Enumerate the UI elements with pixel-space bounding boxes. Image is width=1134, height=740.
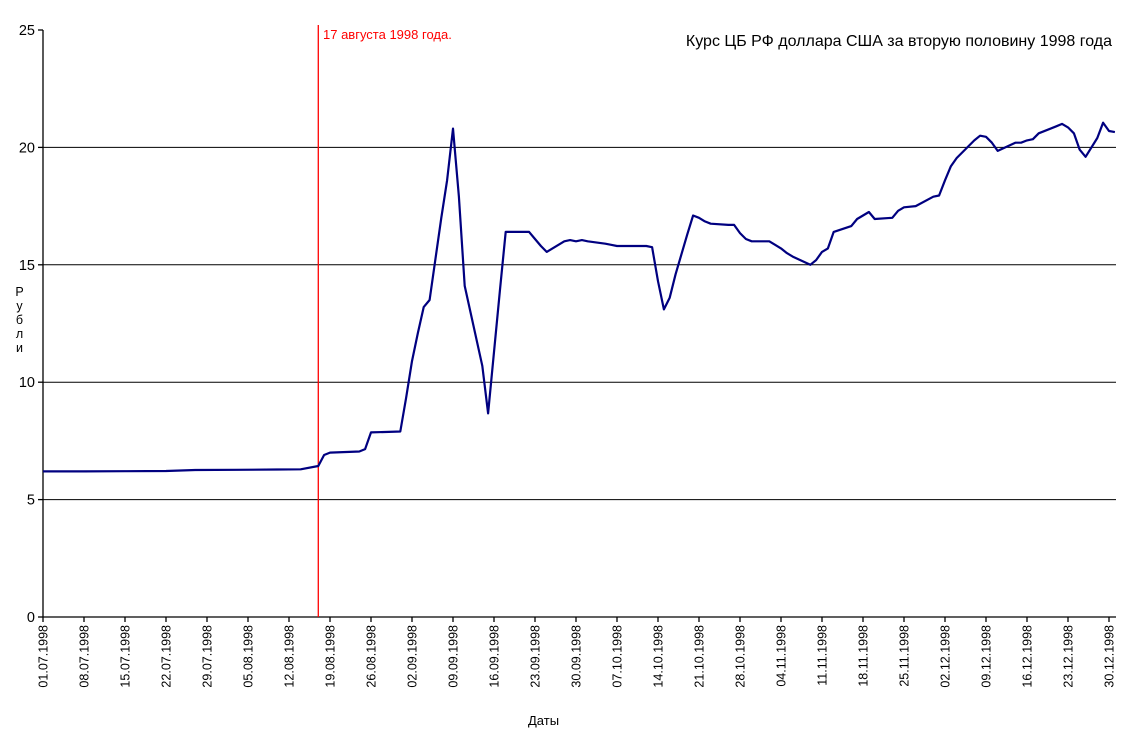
- x-tick-label: 30.12.1998: [1103, 625, 1117, 688]
- x-tick-label: 19.08.1998: [324, 625, 338, 688]
- x-tick-label: 30.09.1998: [570, 625, 584, 688]
- x-tick-label: 01.07.1998: [37, 625, 51, 688]
- y-tick-label: 15: [19, 258, 35, 274]
- chart-title: Курс ЦБ РФ доллара США за вторую половин…: [685, 33, 1112, 50]
- x-axis-title: Даты: [528, 713, 560, 728]
- x-tick-label: 14.10.1998: [652, 625, 666, 688]
- x-tick-label: 07.10.1998: [611, 625, 625, 688]
- x-tick-label: 28.10.1998: [734, 625, 748, 688]
- x-tick-label: 25.11.1998: [898, 625, 912, 687]
- y-tick-label: 0: [27, 610, 35, 626]
- x-tick-label: 12.08.1998: [283, 625, 297, 688]
- x-tick-label: 21.10.1998: [693, 625, 707, 688]
- y-tick-label: 20: [19, 140, 35, 156]
- x-tick-label: 26.08.1998: [365, 625, 379, 688]
- y-tick-label: 5: [27, 493, 35, 509]
- y-axis-title: Рубли: [15, 285, 24, 355]
- x-tick-label: 16.12.1998: [1021, 625, 1035, 688]
- x-tick-label: 02.12.1998: [939, 625, 953, 688]
- x-tick-label: 29.07.1998: [201, 625, 215, 688]
- x-tick-label: 18.11.1998: [857, 625, 871, 687]
- x-tick-label: 11.11.1998: [816, 625, 830, 686]
- x-tick-label: 02.09.1998: [406, 625, 420, 688]
- x-tick-label: 04.11.1998: [775, 625, 789, 687]
- x-tick-label: 22.07.1998: [160, 625, 174, 688]
- x-tick-label: 16.09.1998: [488, 625, 502, 688]
- x-tick-label: 15.07.1998: [119, 625, 133, 688]
- y-tick-label: 10: [19, 375, 35, 391]
- x-tick-label: 23.12.1998: [1062, 625, 1076, 688]
- y-tick-label: 25: [19, 23, 35, 39]
- usd-rate-series-line: [43, 121, 1116, 473]
- x-tick-label: 08.07.1998: [78, 625, 92, 688]
- x-tick-label: 05.08.1998: [242, 625, 256, 688]
- x-tick-label: 23.09.1998: [529, 625, 543, 688]
- x-tick-label: 09.09.1998: [447, 625, 461, 688]
- crisis-date-annotation: 17 августа 1998 года.: [323, 27, 452, 42]
- x-tick-label: 09.12.1998: [980, 625, 994, 688]
